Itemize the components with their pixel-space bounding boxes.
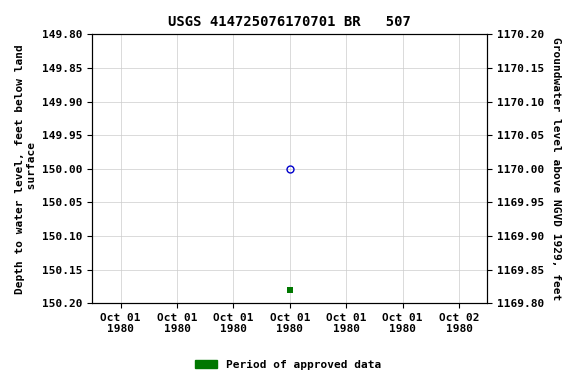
Legend: Period of approved data: Period of approved data xyxy=(191,356,385,375)
Y-axis label: Groundwater level above NGVD 1929, feet: Groundwater level above NGVD 1929, feet xyxy=(551,37,561,300)
Y-axis label: Depth to water level, feet below land
 surface: Depth to water level, feet below land su… xyxy=(15,44,37,294)
Title: USGS 414725076170701 BR   507: USGS 414725076170701 BR 507 xyxy=(168,15,411,29)
